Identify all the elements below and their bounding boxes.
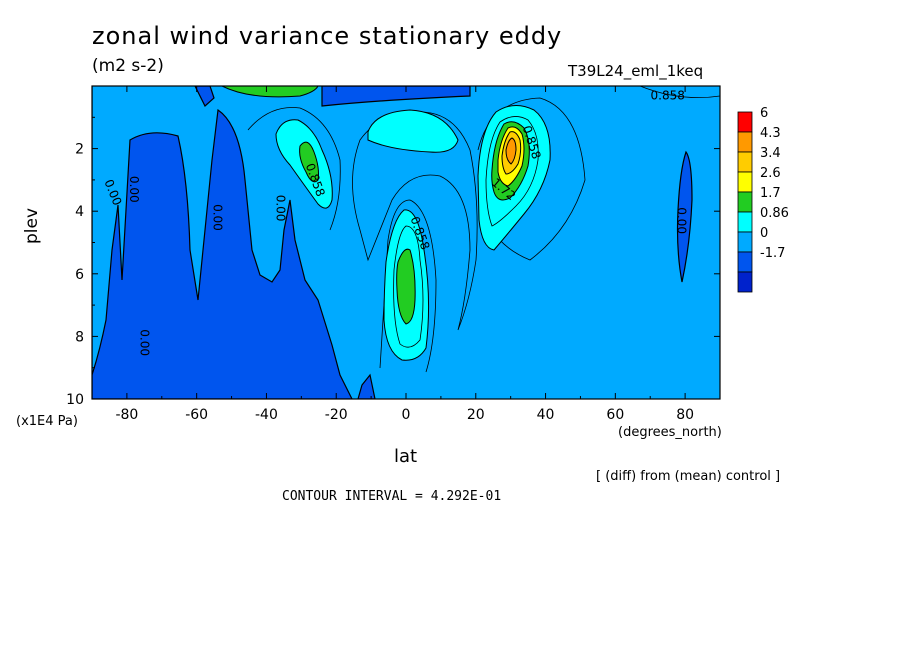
negative-region-top-left xyxy=(194,86,215,107)
colorbar-label: 6 xyxy=(760,106,768,121)
x-tick-label: 40 xyxy=(537,407,555,423)
contour-label: 0.858 xyxy=(650,88,684,102)
green-region-equator xyxy=(396,248,416,325)
colorbar-swatch xyxy=(737,131,753,153)
colorbar-swatch xyxy=(737,111,753,133)
negative-region-top-lid xyxy=(321,86,471,107)
x-tick-label: 20 xyxy=(467,407,485,423)
colorbar-label: 0.86 xyxy=(760,206,789,221)
colorbar-swatch xyxy=(737,271,753,293)
x-axis-label: lat xyxy=(394,446,418,467)
colorbar-swatch xyxy=(737,151,753,173)
x-tick-label: 0 xyxy=(402,407,411,423)
contour-plot-area xyxy=(92,86,720,399)
contour-label-group: 0.00 xyxy=(127,176,141,203)
colorbar-label: 0 xyxy=(760,226,768,241)
negative-region-sh xyxy=(92,86,353,399)
colorbar-label: 3.4 xyxy=(760,146,781,161)
contour-line-nh-jet-inner xyxy=(485,116,539,227)
negative-region-nh xyxy=(676,150,693,283)
x-tick-label: 80 xyxy=(676,407,694,423)
colorbar-label: 1.7 xyxy=(760,186,781,201)
top-edge-contour-right xyxy=(639,86,720,99)
contour-line-sh-outer xyxy=(247,107,341,231)
x-tick-label: -60 xyxy=(185,407,208,423)
cyan-region-upper-eq xyxy=(367,109,459,153)
x-tick-label: 60 xyxy=(606,407,624,423)
orange-region-nh-jet xyxy=(505,137,517,165)
contour-line-equator-inner xyxy=(393,225,424,348)
colorbar-swatch xyxy=(737,231,753,253)
y-tick-label: 8 xyxy=(75,329,84,345)
negative-region-equator xyxy=(357,373,376,399)
y-tick-label: 6 xyxy=(75,267,84,283)
axes-layer: -80 -60 -40 -20 0 20 40 60 80 2 4 6 8 10 xyxy=(66,86,721,423)
colorbar-swatch xyxy=(737,171,753,193)
contour-label: 0.00 xyxy=(137,329,151,356)
y-tick-label: 4 xyxy=(75,204,84,220)
diff-note: [ (diff) from (mean) control ] xyxy=(596,469,781,484)
colorbar-swatch xyxy=(737,191,753,213)
x-tick-label: -20 xyxy=(325,407,348,423)
chart-units: (m2 s-2) xyxy=(92,56,164,76)
x-tick-label: -40 xyxy=(255,407,278,423)
colorbar-label: -1.7 xyxy=(760,246,785,261)
contour-label: 0.00 xyxy=(675,207,689,234)
y-tick-label: 10 xyxy=(66,392,84,408)
contour-label: 0.00 xyxy=(211,204,225,231)
contour-line-nh-jet-outer xyxy=(477,97,586,261)
colorbar-swatch xyxy=(737,251,753,273)
contour-label-group: 0.00 xyxy=(211,204,225,231)
experiment-label: T39L24_eml_1keq xyxy=(568,62,704,80)
top-edge-band xyxy=(221,86,319,98)
chart-title: zonal wind variance stationary eddy xyxy=(92,22,563,50)
y-axis-unit: (x1E4 Pa) xyxy=(16,414,78,429)
contour-label-group: 0.00 xyxy=(137,329,151,356)
contour-label: 0.00 xyxy=(273,195,287,222)
contour-label-group: 0.00 xyxy=(675,207,689,234)
contour-line-nh-outer xyxy=(352,111,478,331)
y-tick-label: 2 xyxy=(75,142,84,158)
contour-label: 0.00 xyxy=(127,176,141,203)
x-axis-unit: (degrees_north) xyxy=(618,425,722,440)
colorbar-swatch xyxy=(737,211,753,233)
colorbar: 6 4.3 3.4 2.6 1.7 0.86 0 -1.7 xyxy=(737,106,789,293)
contour-label-group: 0.858 xyxy=(650,88,684,102)
colorbar-label: 2.6 xyxy=(760,166,781,181)
contour-label-group: 0.00 xyxy=(273,195,287,222)
x-tick-label: -80 xyxy=(115,407,138,423)
contour-interval: CONTOUR INTERVAL = 4.292E-01 xyxy=(282,489,502,504)
colorbar-label: 4.3 xyxy=(760,126,781,141)
green-region-sh xyxy=(299,141,319,183)
